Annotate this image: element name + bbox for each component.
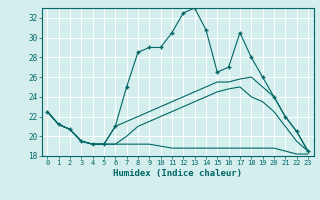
- X-axis label: Humidex (Indice chaleur): Humidex (Indice chaleur): [113, 169, 242, 178]
